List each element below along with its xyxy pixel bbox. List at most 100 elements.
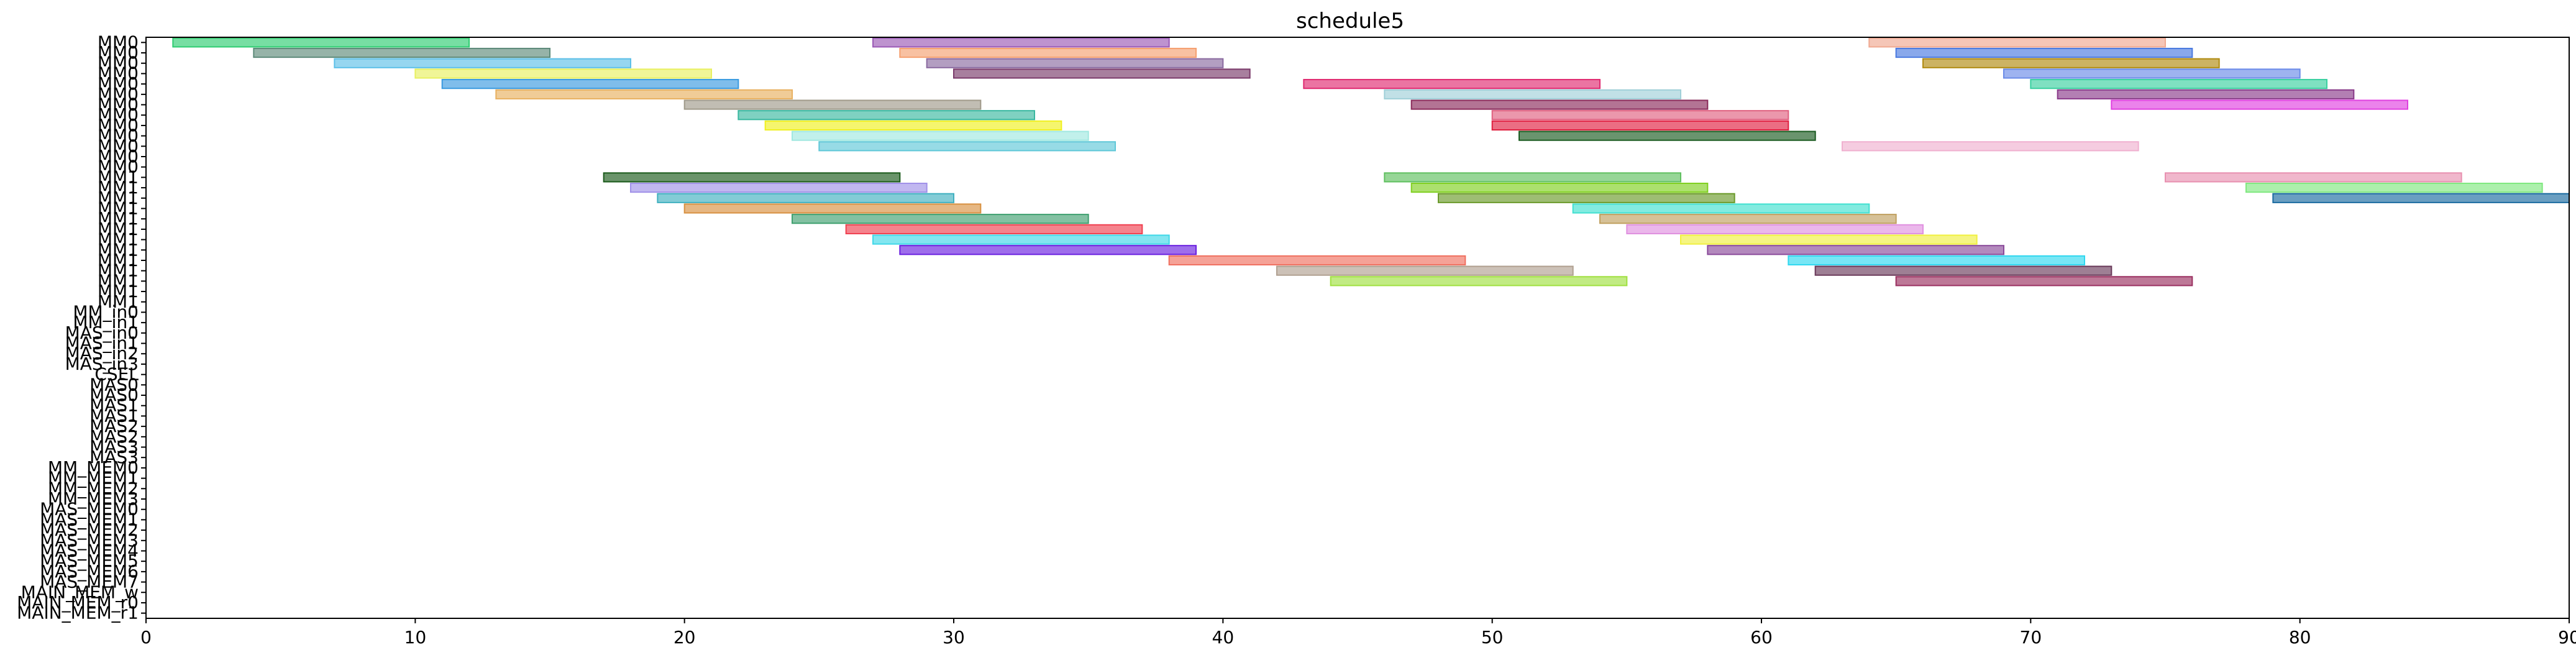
y-tick-label: MM0 xyxy=(98,53,139,73)
x-axis: 0 10 20 30 40 50 60 70 80 90 xyxy=(140,618,2576,648)
y-tick-label: MM0 xyxy=(98,157,139,177)
task-bar xyxy=(630,183,928,193)
y-tick-label: MAS_in3 xyxy=(65,354,139,374)
task-bar xyxy=(1599,214,1897,224)
task-bar xyxy=(1680,234,1978,245)
y-tick-label: MM0 xyxy=(98,42,139,63)
plot-frame xyxy=(145,37,2570,619)
task-bar xyxy=(2245,183,2543,193)
task-bar xyxy=(1788,255,2085,266)
x-tick-label: 0 xyxy=(140,627,152,648)
y-tick-label: MAS0 xyxy=(89,385,139,405)
y-tick-label: MM1 xyxy=(98,219,139,239)
task-bar xyxy=(2030,79,2327,89)
task-bar xyxy=(441,79,739,89)
task-bar xyxy=(845,224,1143,234)
task-bar xyxy=(1707,245,2004,255)
y-tick-label: MM0 xyxy=(98,94,139,115)
y-tick-label: MM_in1 xyxy=(73,312,139,332)
y-tick-label: MM0 xyxy=(98,146,139,167)
y-tick-label: MM1 xyxy=(98,188,139,208)
task-bar xyxy=(872,234,1170,245)
y-tick-label: MAS_MEM6 xyxy=(40,561,139,582)
task-bar xyxy=(926,58,1224,68)
y-tick-label: MM1 xyxy=(98,177,139,198)
y-tick-label: MM1 xyxy=(98,208,139,229)
y-tick-label: MAS_in2 xyxy=(65,343,139,364)
y-tick-label: MM0 xyxy=(98,135,139,156)
task-bar xyxy=(899,245,1197,255)
task-bar xyxy=(253,47,550,58)
y-tick-label: MM0 xyxy=(98,73,139,94)
task-bar xyxy=(172,37,470,48)
y-tick-label: MM0 xyxy=(98,104,139,125)
y-tick-label: MAS1 xyxy=(89,405,139,426)
y-tick-label: MM1 xyxy=(98,229,139,250)
y-tick-label: MAS_MEM0 xyxy=(40,499,139,520)
task-bar xyxy=(603,172,901,183)
task-bar xyxy=(792,214,1089,224)
y-tick-label: MM1 xyxy=(98,281,139,301)
y-tick-label: MAS_in1 xyxy=(65,333,139,354)
task-bar xyxy=(1303,79,1601,89)
y-tick-label: MAIN_MEM_r1 xyxy=(17,603,139,623)
task-bar xyxy=(1276,265,1574,276)
y-tick-label: MM_MEM0 xyxy=(48,457,139,478)
task-bar xyxy=(2057,89,2355,99)
x-tick-label: 60 xyxy=(1750,627,1773,648)
task-bar xyxy=(899,47,1197,58)
task-bar xyxy=(738,110,1036,121)
task-bar xyxy=(1814,265,2112,276)
y-tick-label: MM1 xyxy=(98,270,139,291)
chart-title: schedule5 xyxy=(1296,9,1404,34)
y-axis-labels: MM0MM0MM0MM0MM0MM0MM0MM0MM0MM0MM0MM0MM0M… xyxy=(17,32,146,623)
task-bar xyxy=(1491,120,1789,131)
task-bar xyxy=(1895,47,2193,58)
y-tick-label: MM1 xyxy=(98,250,139,270)
task-bar xyxy=(1922,58,2220,68)
y-tick-label: MAS_in0 xyxy=(65,323,139,343)
y-tick-label: MM_MEM1 xyxy=(48,468,139,488)
y-tick-label: MAS_MEM3 xyxy=(40,530,139,551)
y-tick-label: MAS_MEM2 xyxy=(40,520,139,540)
x-tick-label: 50 xyxy=(1481,627,1504,648)
task-bar xyxy=(1842,141,2139,152)
y-tick-label: MAS_MEM5 xyxy=(40,551,139,571)
task-bar xyxy=(657,193,955,203)
task-bar xyxy=(1491,110,1789,121)
task-bar xyxy=(414,68,712,79)
y-tick-label: MM0 xyxy=(98,126,139,146)
y-tick-label: MM0 xyxy=(98,32,139,52)
y-tick-label: MM_MEM3 xyxy=(48,488,139,509)
task-bar xyxy=(2003,68,2301,79)
task-bar xyxy=(792,131,1089,141)
x-tick-label: 90 xyxy=(2558,627,2576,648)
y-tick-label: MM1 xyxy=(98,198,139,218)
x-tick-label: 20 xyxy=(674,627,696,648)
task-bar xyxy=(2165,172,2462,183)
task-bar xyxy=(334,58,631,68)
x-tick-label: 10 xyxy=(404,627,427,648)
task-bar xyxy=(683,99,982,110)
task-bar xyxy=(764,120,1062,131)
task-bar xyxy=(818,141,1117,152)
y-tick-label: MM0 xyxy=(98,63,139,83)
y-tick-label: MAS3 xyxy=(89,437,139,457)
y-tick-label: MAS2 xyxy=(89,416,139,436)
task-bar xyxy=(1410,183,1709,193)
task-bar xyxy=(2272,193,2570,203)
task-bar xyxy=(1868,37,2166,48)
task-bar xyxy=(953,68,1251,79)
y-tick-label: MM_MEM2 xyxy=(48,478,139,498)
x-tick-label: 80 xyxy=(2289,627,2311,648)
task-bar xyxy=(1519,131,1816,141)
task-bar xyxy=(683,203,982,214)
task-bar xyxy=(1330,276,1628,286)
y-tick-label: MAS_MEM1 xyxy=(40,509,139,529)
y-tick-label: MAS2 xyxy=(89,426,139,447)
task-bar xyxy=(2111,99,2408,110)
task-bar xyxy=(1438,193,1735,203)
x-tick-label: 40 xyxy=(1212,627,1235,648)
y-tick-label: MAS1 xyxy=(89,395,139,416)
